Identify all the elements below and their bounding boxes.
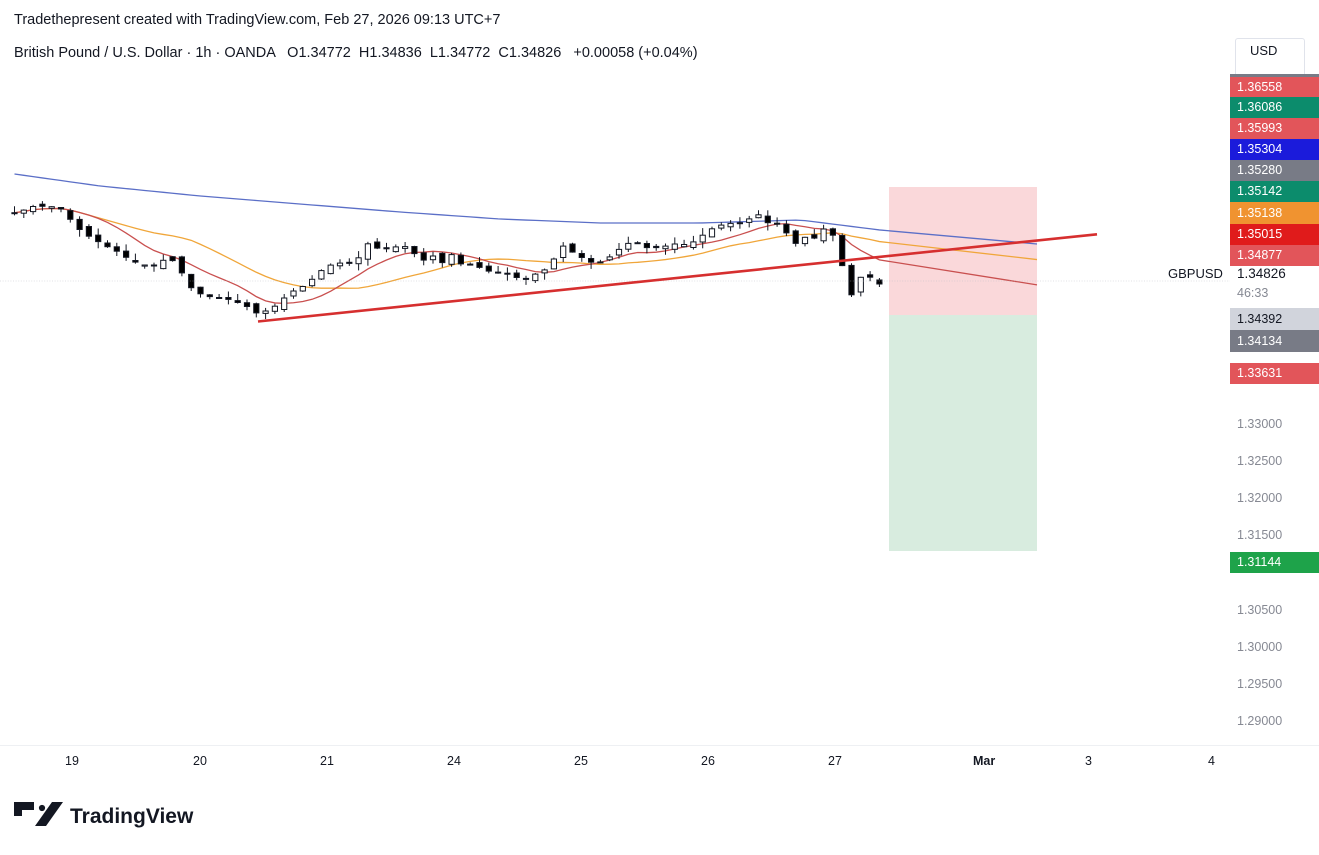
svg-text:TradingView: TradingView [70, 805, 194, 828]
